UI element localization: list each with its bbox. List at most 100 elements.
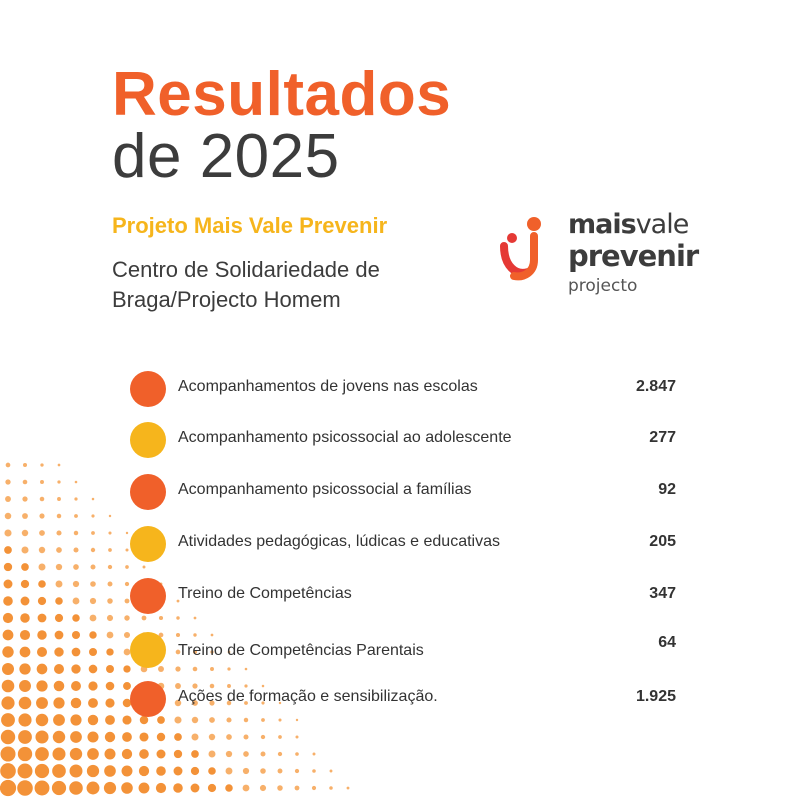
list-item: Acompanhamento psicossocial a famílias 9… (128, 472, 676, 512)
project-name: Projeto Mais Vale Prevenir (112, 213, 388, 238)
logo-word-mais: mais (568, 209, 637, 240)
halftone-dot (208, 750, 216, 758)
halftone-dot (40, 480, 44, 484)
halftone-dot (243, 717, 249, 723)
halftone-dot (139, 715, 149, 725)
halftone-dot (4, 546, 12, 554)
bullet-dot (130, 526, 166, 562)
halftone-dot (124, 598, 130, 604)
halftone-dot (3, 596, 13, 606)
halftone-dot (34, 780, 50, 796)
halftone-dot (69, 781, 83, 795)
halftone-dot (55, 597, 63, 605)
halftone-dot (107, 564, 113, 570)
halftone-dot (210, 633, 214, 637)
halftone-dot (90, 564, 96, 570)
halftone-dot (121, 765, 133, 777)
title-line-2: de 2025 (112, 122, 340, 191)
halftone-dot (88, 698, 98, 708)
halftone-dot (3, 579, 13, 589)
halftone-dot (106, 631, 114, 639)
halftone-dot (260, 734, 266, 740)
halftone-dot (209, 683, 215, 689)
halftone-dot (243, 734, 249, 740)
halftone-dot (54, 613, 64, 623)
halftone-dot (19, 680, 31, 692)
halftone-dot (35, 713, 49, 727)
halftone-dot (71, 681, 81, 691)
halftone-dot (91, 514, 95, 518)
halftone-dot (71, 630, 81, 640)
halftone-dot (124, 615, 130, 621)
halftone-dot (90, 581, 96, 587)
halftone-dot (192, 666, 198, 672)
halftone-dot (227, 684, 231, 688)
halftone-dot (20, 579, 30, 589)
halftone-dot (208, 733, 216, 741)
halftone-dot (2, 646, 14, 658)
halftone-dot (87, 731, 99, 743)
halftone-dot (72, 614, 80, 622)
halftone-dot (176, 616, 180, 620)
result-label: Acompanhamento psicossocial a famílias (178, 481, 472, 498)
result-value: 347 (649, 585, 676, 602)
halftone-dot (175, 632, 181, 638)
halftone-dot (312, 769, 316, 773)
title-line-1: Resultados (112, 60, 452, 129)
halftone-dot (156, 732, 166, 742)
halftone-dot (36, 663, 48, 675)
halftone-dot (123, 682, 131, 690)
halftone-dot (0, 763, 16, 779)
halftone-dot (69, 764, 83, 778)
halftone-dot (175, 666, 181, 672)
halftone-dot (4, 529, 12, 537)
halftone-dot (57, 463, 61, 467)
halftone-dot (106, 648, 114, 656)
halftone-dot (176, 599, 180, 603)
halftone-dot (259, 784, 267, 792)
halftone-dot (295, 718, 299, 722)
bullet-dot (130, 422, 166, 458)
halftone-dot (19, 663, 31, 675)
result-value: 92 (658, 481, 676, 498)
halftone-dot (107, 598, 113, 604)
result-value: 1.925 (635, 688, 676, 705)
mais-vale-prevenir-logo: maisvale prevenir projecto (500, 208, 699, 303)
halftone-dot (5, 462, 11, 468)
halftone-dot (124, 581, 130, 587)
logo-word-projecto: projecto (568, 276, 638, 296)
halftone-dot (105, 715, 115, 725)
halftone-dot (1, 679, 15, 693)
halftone-dot (55, 563, 63, 571)
halftone-dot (242, 767, 250, 775)
halftone-dot (39, 513, 45, 519)
halftone-dot (71, 664, 81, 674)
halftone-dot (53, 714, 65, 726)
halftone-dot (91, 497, 95, 501)
halftone-dot (91, 531, 95, 535)
halftone-dot (122, 698, 132, 708)
halftone-dot (2, 612, 14, 624)
halftone-dot (210, 667, 214, 671)
halftone-dot (20, 596, 30, 606)
halftone-dot (105, 698, 115, 708)
halftone-dot (21, 529, 29, 537)
halftone-dot (226, 717, 232, 723)
halftone-dot (105, 681, 115, 691)
halftone-dot (123, 631, 131, 639)
halftone-dot (38, 546, 46, 554)
halftone-dot (54, 664, 64, 674)
logo-word-prevenir: prevenir (568, 239, 699, 273)
halftone-dot (40, 463, 44, 467)
halftone-dot (36, 697, 48, 709)
halftone-dot (71, 647, 81, 657)
halftone-dot (261, 701, 265, 705)
halftone-dot (156, 766, 166, 776)
halftone-dot (192, 683, 198, 689)
halftone-dot (261, 718, 265, 722)
halftone-dot (2, 629, 14, 641)
halftone-dot (51, 780, 67, 796)
halftone-dot (278, 701, 282, 705)
halftone-dot (108, 514, 112, 518)
